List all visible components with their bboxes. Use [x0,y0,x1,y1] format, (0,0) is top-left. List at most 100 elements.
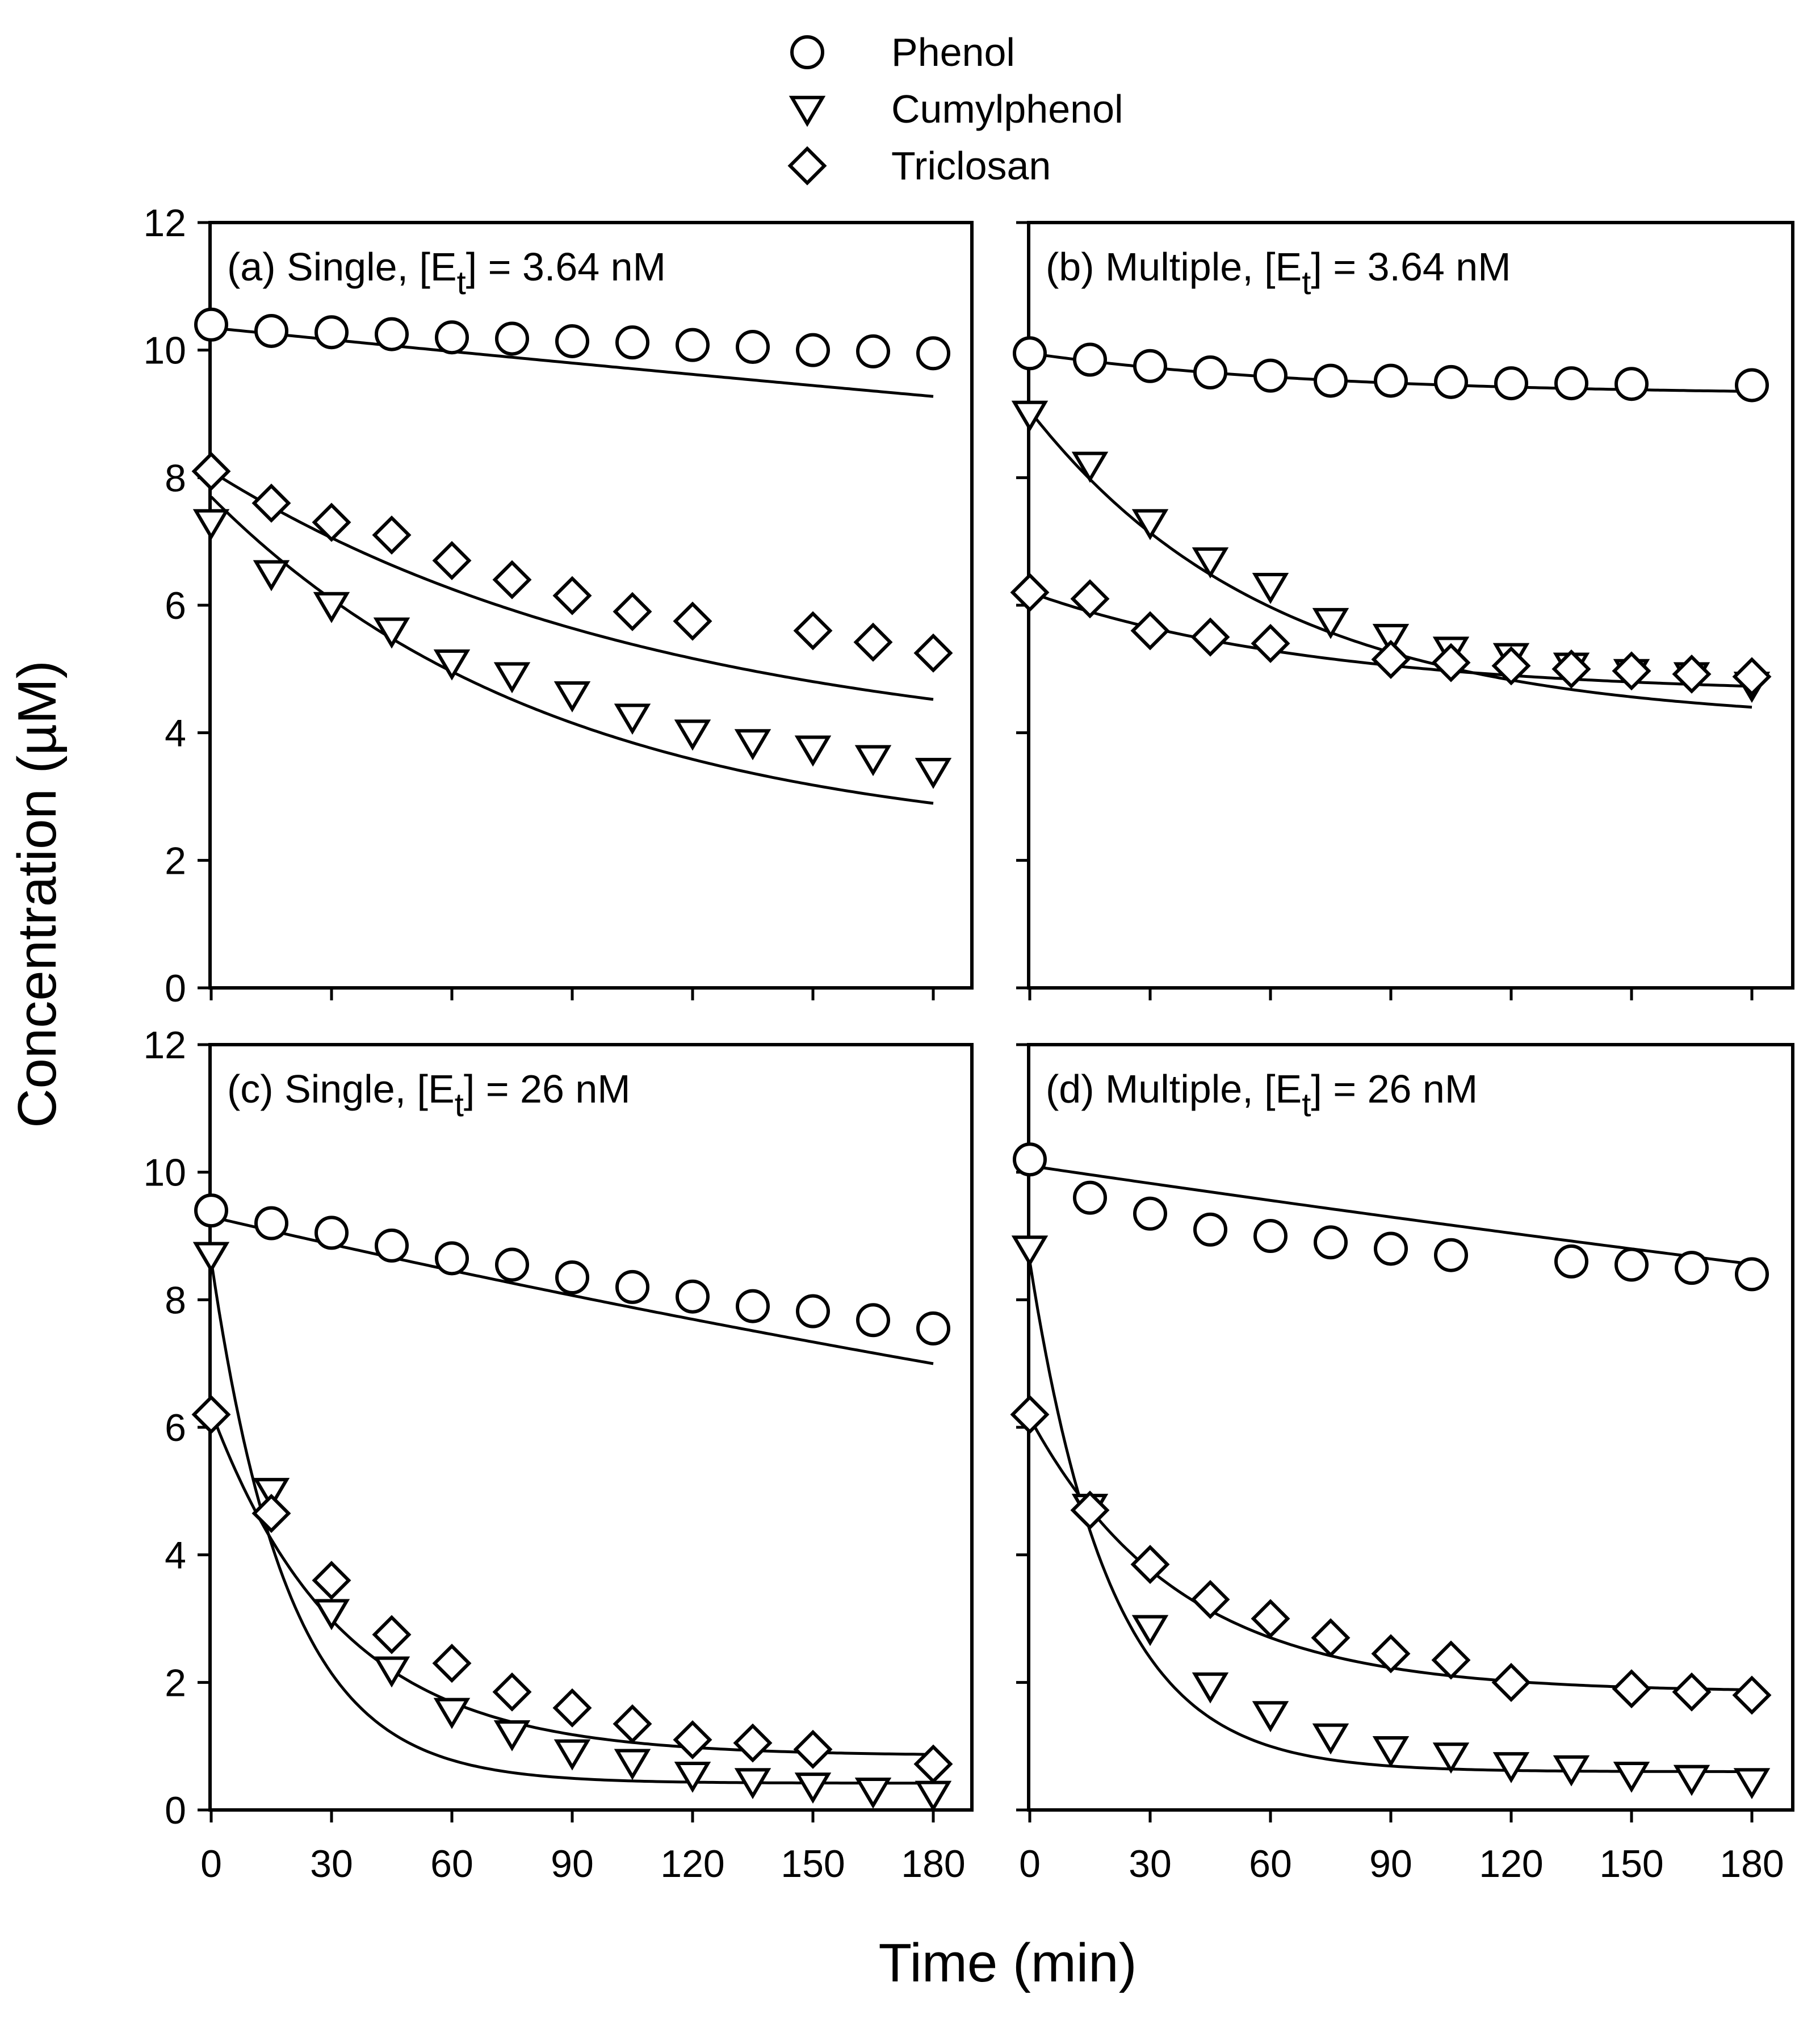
data-point-cumylphenol [1312,1723,1349,1755]
data-point-cumylphenol [794,735,832,767]
panel-d-series-cumylphenol [1011,1235,1771,1800]
data-point-triclosan [191,451,231,491]
data-point-cumylphenol [674,719,711,751]
data-point-cumylphenol [734,1768,771,1800]
data-point-cumylphenol [1192,547,1229,579]
data-point-phenol [856,1303,890,1338]
data-point-triclosan [1190,617,1230,657]
data-point-cumylphenol [192,509,230,540]
data-point-triclosan [1732,1675,1772,1715]
data-point-triclosan [613,1704,652,1744]
data-point-cumylphenol [1492,1752,1530,1783]
data-point-phenol [916,336,950,371]
data-point-phenol [1314,1225,1348,1260]
data-point-triclosan [1732,657,1772,697]
data-point-triclosan [613,592,652,631]
data-point-triclosan [251,1494,291,1533]
data-point-cumylphenol [915,1780,952,1812]
panel-a-ytick-label: 6 [165,584,186,627]
data-point-triclosan [1431,1640,1471,1680]
panel-c-title: (c) Single, [Et] = 26 nM [227,1067,631,1124]
panel-a-title: (a) Single, [Et] = 3.64 nM [227,245,666,301]
data-point-phenol [676,328,710,362]
data-point-cumylphenol [1312,607,1349,639]
data-point-phenol [555,1260,589,1295]
data-point-phenol [194,1193,228,1228]
data-point-triclosan [1251,623,1290,663]
data-point-phenol [555,324,589,358]
data-point-phenol [194,307,228,342]
legend-item-phenol: Phenol [790,30,1015,74]
data-point-cumylphenol [734,729,771,761]
panel-d-xtick-label: 90 [1369,1842,1412,1885]
data-point-triclosan [1010,1395,1050,1435]
panel-d-xtick-label: 30 [1129,1842,1172,1885]
data-point-phenol [1434,364,1468,399]
data-point-phenol [1193,1212,1227,1247]
data-point-phenol [1614,367,1649,401]
data-point-phenol [615,325,649,360]
data-point-triclosan [853,622,893,662]
data-point-phenol [1073,1180,1107,1215]
y-axis-title: Concentration (µM) [7,660,68,1128]
data-point-cumylphenol [253,1478,290,1509]
panel-b-series-triclosan [1010,573,1772,697]
data-point-triclosan [1190,1579,1230,1619]
panel-c-xtick-label: 120 [660,1842,724,1885]
panel-c-xtick-label: 0 [200,1842,222,1885]
legend-label-phenol: Phenol [891,30,1015,74]
panel-b: (b) Multiple, [Et] = 3.64 nM [1010,221,1794,1000]
panel-a-fit-cumylphenol [210,496,934,805]
data-point-phenol [796,1294,830,1329]
legend: Phenol Cumylphenol Triclosan [787,30,1123,188]
data-point-triclosan [673,601,712,641]
data-point-phenol [1253,1219,1288,1253]
data-point-phenol [1554,1244,1588,1279]
panel-a-ytick-label: 10 [143,329,186,372]
panel-a-ytick-label: 8 [165,456,186,500]
data-point-cumylphenol [373,617,410,649]
data-point-cumylphenol [1011,1235,1049,1267]
data-point-cumylphenol [614,703,651,735]
panel-a-ytick-label: 12 [143,202,186,245]
data-point-triclosan [1612,651,1651,691]
data-point-cumylphenol [1011,400,1049,432]
data-point-phenol [375,1228,409,1263]
legend-marker-phenol [790,35,824,69]
data-point-phenol [1013,336,1047,371]
data-point-cumylphenol [493,662,531,694]
data-point-phenol [1554,366,1588,401]
panel-d-title: (d) Multiple, [Et] = 26 nM [1046,1067,1478,1124]
data-point-phenol [615,1269,649,1304]
data-point-triclosan [1130,611,1170,651]
panel-a-series-phenol [194,307,950,371]
panel-d-series-phenol [1013,1142,1769,1292]
data-point-phenol [254,1206,288,1241]
data-point-phenol [314,315,349,350]
data-point-triclosan [1371,1634,1411,1674]
data-point-triclosan [552,1688,592,1728]
panel-d: 0 30 60 90 120 150 180 (d) Multiple, [Et] = 26 … [1010,1043,1794,1885]
data-point-triclosan [793,1729,833,1769]
panel-a-ytick-label: 2 [165,839,186,882]
panel-c-xtick-label: 30 [310,1842,353,1885]
data-point-phenol [254,313,288,348]
data-point-triclosan [372,515,412,555]
data-point-phenol [1675,1251,1709,1285]
data-point-phenol [375,317,409,351]
data-point-triclosan [432,1644,472,1683]
panel-c-ytick-label: 8 [165,1279,186,1322]
data-point-phenol [1193,355,1227,389]
data-point-triclosan [1311,1618,1351,1658]
data-point-cumylphenol [915,757,952,789]
data-point-triclosan [552,576,592,615]
data-point-triclosan [1070,1490,1110,1530]
data-point-cumylphenol [794,1772,832,1804]
data-point-cumylphenol [1192,1672,1229,1704]
data-point-cumylphenol [493,1720,531,1751]
data-point-triclosan [1491,646,1531,686]
data-point-phenol [1133,1196,1167,1231]
panel-b-title: (b) Multiple, [Et] = 3.64 nM [1046,245,1511,301]
panel-c-series-phenol [194,1193,950,1346]
